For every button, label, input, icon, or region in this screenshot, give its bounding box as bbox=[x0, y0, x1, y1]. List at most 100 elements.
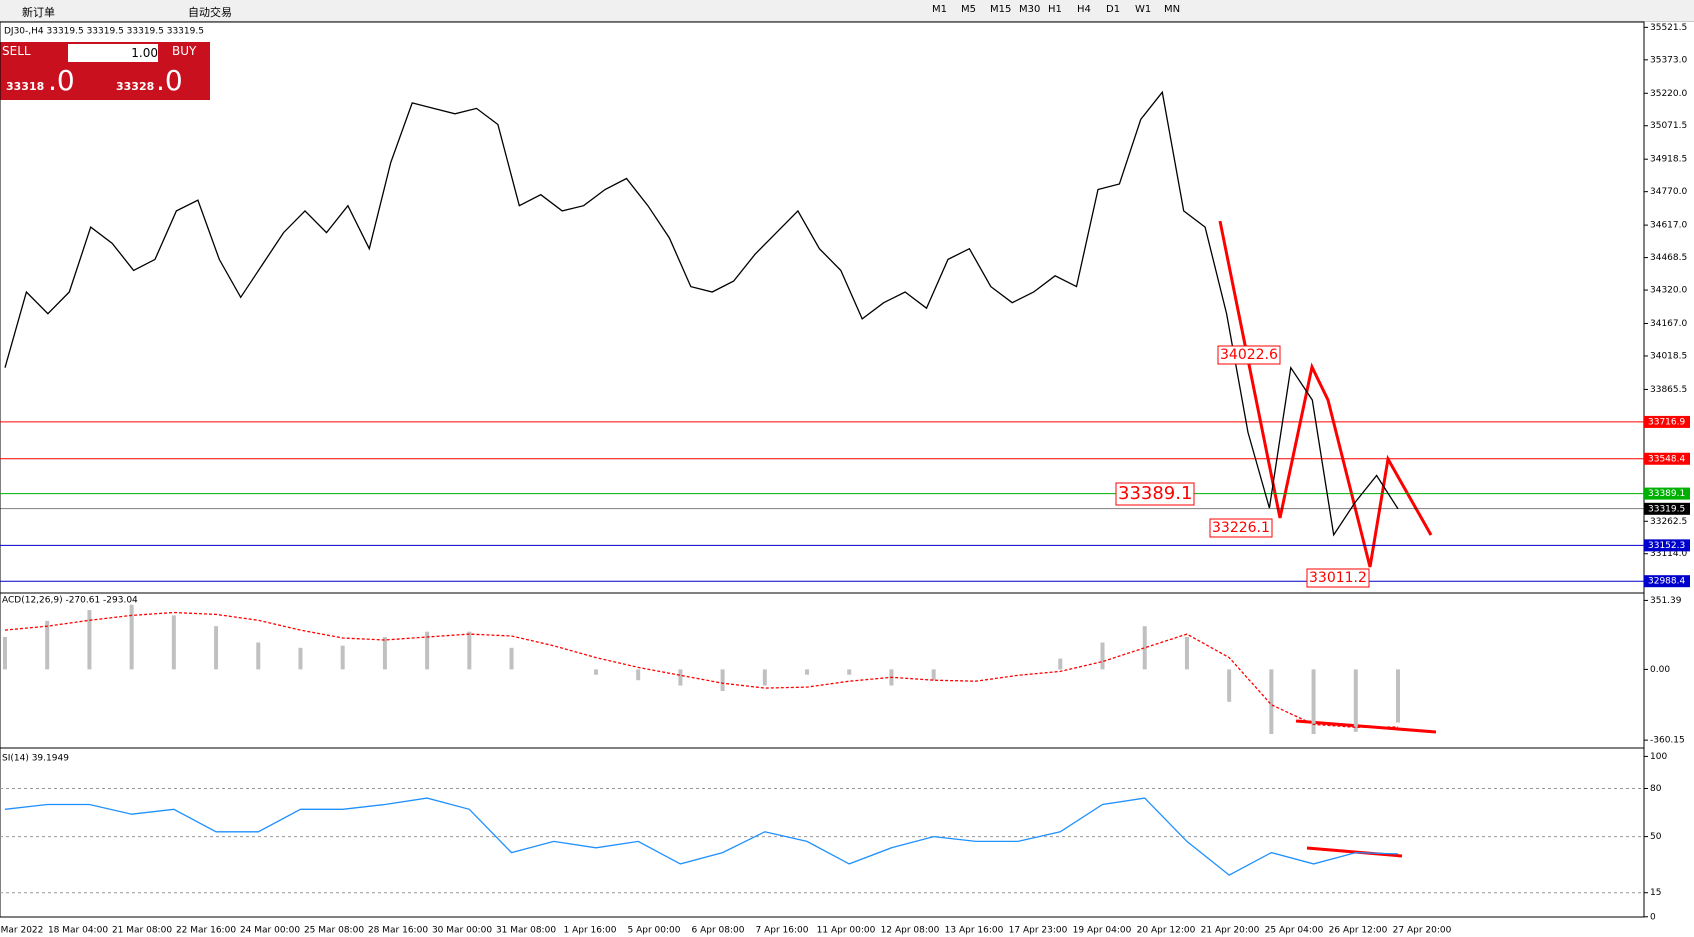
price-level-label: 33389.1 bbox=[1648, 489, 1685, 499]
macd-bar bbox=[256, 642, 261, 670]
y-tick-label: 35373.0 bbox=[1650, 55, 1687, 65]
macd-bar bbox=[467, 631, 472, 670]
y-tick-label: -360.15 bbox=[1650, 736, 1685, 746]
y-tick-label: 34617.0 bbox=[1650, 221, 1687, 231]
x-tick-label: 1 Apr 16:00 bbox=[564, 926, 617, 936]
annotation: 34022.6 bbox=[1220, 347, 1278, 363]
toolbar: 新订单 自动交易 M1 M5 M15 M30 H1 H4 D1 W1 MN bbox=[0, 0, 1694, 22]
x-tick-label: 26 Apr 12:00 bbox=[1329, 926, 1388, 936]
x-tick-label: 25 Apr 04:00 bbox=[1265, 926, 1324, 936]
timeframe-button[interactable]: M5 bbox=[961, 4, 976, 15]
y-tick-label: 34018.5 bbox=[1650, 351, 1687, 361]
macd-bar bbox=[1396, 669, 1400, 723]
macd-bar bbox=[805, 669, 810, 675]
trade-panel: SELL 1.00 BUY 33318 .0 33328 .0 bbox=[0, 42, 210, 100]
macd-bar bbox=[1184, 637, 1189, 670]
macd-bar bbox=[509, 647, 514, 670]
macd-bar bbox=[1353, 669, 1358, 732]
x-tick-label: 20 Apr 12:00 bbox=[1137, 926, 1196, 936]
x-tick-label: 27 Apr 20:00 bbox=[1393, 926, 1452, 936]
x-tick-label: 21 Apr 20:00 bbox=[1201, 926, 1260, 936]
y-tick-label: 34320.0 bbox=[1650, 286, 1687, 296]
timeframe-button[interactable]: H1 bbox=[1048, 4, 1062, 15]
x-tick-label: 21 Mar 08:00 bbox=[112, 926, 172, 936]
macd-signal bbox=[4, 611, 1399, 728]
price-level-label: 33152.3 bbox=[1648, 541, 1685, 551]
macd-bar bbox=[1100, 642, 1105, 670]
macd-bar bbox=[171, 615, 176, 670]
macd-bar bbox=[593, 669, 598, 675]
macd-bar bbox=[425, 631, 430, 670]
annotation: 33226.1 bbox=[1212, 520, 1270, 536]
x-tick-label: 6 Apr 08:00 bbox=[692, 926, 745, 936]
annotation-box bbox=[1217, 345, 1281, 365]
y-tick-label: 0.00 bbox=[1650, 665, 1670, 675]
y-tick-label: 34918.5 bbox=[1650, 155, 1687, 165]
annotation-box bbox=[1306, 568, 1370, 588]
macd-bar bbox=[720, 669, 725, 692]
timeframe-button[interactable]: MN bbox=[1164, 4, 1181, 15]
y-tick-label: 0 bbox=[1650, 912, 1656, 922]
annotation: 33389.1 bbox=[1118, 483, 1192, 504]
new-order-button[interactable]: 新订单 bbox=[22, 6, 55, 19]
price-level-label: 33716.9 bbox=[1648, 417, 1685, 427]
price-level-tag bbox=[1644, 502, 1690, 515]
timeframe-button[interactable]: M15 bbox=[990, 4, 1012, 15]
macd-bar bbox=[1269, 669, 1274, 735]
price-level-label: 33548.4 bbox=[1648, 454, 1685, 464]
macd-bar bbox=[382, 637, 387, 670]
x-tick-label: 30 Mar 00:00 bbox=[432, 926, 492, 936]
y-tick-label: 33262.5 bbox=[1650, 517, 1687, 527]
annotation-box bbox=[1115, 482, 1195, 506]
price-line bbox=[4, 90, 1399, 537]
y-tick-label: 35071.5 bbox=[1650, 121, 1687, 131]
buy-button[interactable]: BUY bbox=[172, 44, 197, 58]
x-tick-label: 24 Mar 00:00 bbox=[240, 926, 300, 936]
macd-label: ACD(12,26,9) -270.61 -293.04 bbox=[2, 596, 138, 606]
price-level-tag bbox=[1644, 539, 1690, 552]
y-tick-label: 34770.0 bbox=[1650, 187, 1687, 197]
macd-bar bbox=[1311, 669, 1316, 735]
x-tick-label: 22 Mar 16:00 bbox=[176, 926, 236, 936]
y-tick-label: 34167.0 bbox=[1650, 319, 1687, 329]
price-level-tag bbox=[1644, 487, 1690, 500]
annotation: 33011.2 bbox=[1309, 570, 1367, 586]
chart-header: DJ30-,H4 33319.5 33319.5 33319.5 33319.5 bbox=[4, 27, 204, 37]
y-tick-label: 35521.5 bbox=[1650, 23, 1687, 33]
macd-bar bbox=[847, 669, 852, 675]
macd-bar bbox=[340, 645, 345, 670]
x-tick-label: 31 Mar 08:00 bbox=[496, 926, 556, 936]
y-tick-label: 33114.0 bbox=[1650, 549, 1687, 559]
macd-bar bbox=[1142, 626, 1147, 670]
timeframe-button[interactable]: H4 bbox=[1077, 4, 1091, 15]
y-tick-label: 80 bbox=[1650, 784, 1662, 794]
macd-bar bbox=[1058, 658, 1063, 670]
macd-bar bbox=[931, 669, 936, 681]
macd-bar bbox=[636, 669, 641, 681]
y-tick-label: 50 bbox=[1650, 832, 1662, 842]
timeframe-button[interactable]: M1 bbox=[932, 4, 947, 15]
macd-bar bbox=[129, 604, 134, 670]
chart: DJ30-,H4 33319.5 33319.5 33319.5 33319.5… bbox=[0, 21, 1690, 936]
auto-trade-button[interactable]: 自动交易 bbox=[188, 6, 232, 19]
macd-bar bbox=[298, 647, 303, 670]
trend-arrows bbox=[1218, 220, 1437, 858]
x-tick-label: 25 Mar 08:00 bbox=[304, 926, 364, 936]
timeframe-button[interactable]: D1 bbox=[1106, 4, 1121, 15]
timeframe-button[interactable]: M30 bbox=[1019, 4, 1041, 15]
y-tick-label: 100 bbox=[1650, 752, 1667, 762]
x-tick-label: 7 Apr 16:00 bbox=[756, 926, 809, 936]
macd-bar bbox=[3, 637, 7, 670]
sell-button[interactable]: SELL bbox=[2, 44, 31, 58]
lots-input[interactable]: 1.00 bbox=[68, 44, 158, 62]
rsi-label: SI(14) 39.1949 bbox=[2, 754, 69, 764]
macd-bar bbox=[214, 626, 219, 670]
x-tick-label: 12 Apr 08:00 bbox=[881, 926, 940, 936]
bid-price: 33318 bbox=[6, 80, 45, 93]
x-tick-label: 18 Mar 04:00 bbox=[48, 926, 108, 936]
x-tick-label: 5 Apr 00:00 bbox=[628, 926, 681, 936]
timeframe-button[interactable]: W1 bbox=[1135, 4, 1152, 15]
ask-fraction: .0 bbox=[156, 64, 183, 97]
macd-bar bbox=[87, 610, 92, 670]
